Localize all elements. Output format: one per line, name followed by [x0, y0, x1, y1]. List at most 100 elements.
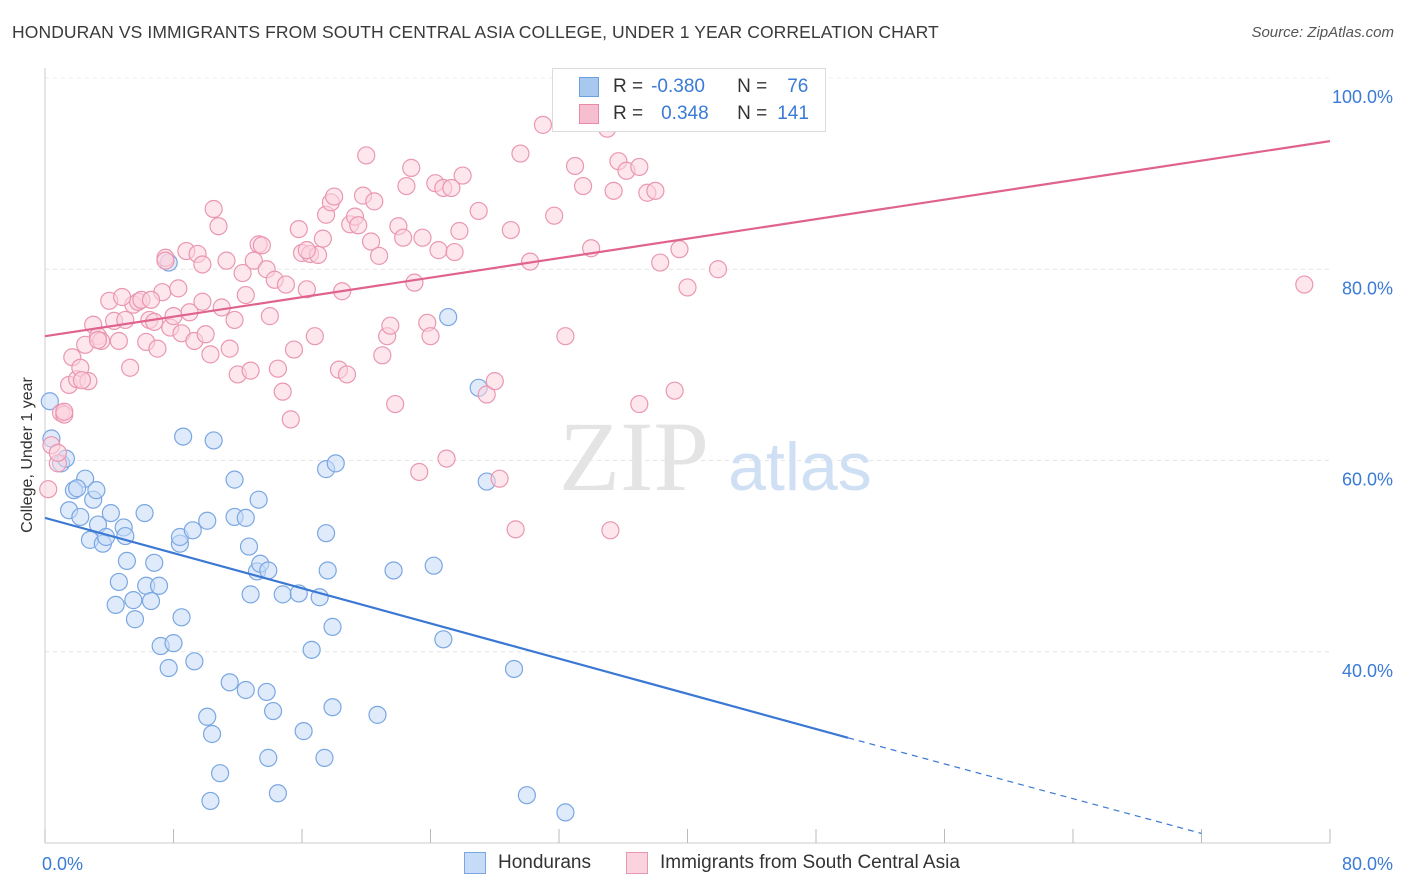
data-point — [434, 630, 453, 649]
legend-swatch-immigrants — [579, 104, 599, 124]
data-point — [365, 192, 384, 211]
data-point — [316, 524, 336, 543]
legend-swatch-hondurans — [579, 77, 599, 97]
legend-n-label: N = — [737, 76, 768, 97]
data-point — [504, 659, 524, 679]
data-point — [469, 201, 488, 221]
data-point — [604, 181, 623, 200]
data-point — [268, 359, 288, 378]
data-point — [252, 236, 271, 255]
legend-n-value: 76 — [787, 76, 809, 97]
legend-row-immigrants: R = 0.348 N = 141 — [579, 101, 809, 127]
trend-line-hondurans — [44, 516, 849, 739]
data-point — [40, 392, 59, 411]
data-point — [183, 521, 202, 540]
data-point — [394, 228, 413, 247]
legend-item-immigrants[interactable]: Immigrants from South Central Asia — [626, 852, 960, 874]
data-point — [445, 242, 464, 262]
data-point — [141, 290, 161, 309]
data-point — [305, 327, 324, 346]
data-point — [294, 722, 313, 741]
data-point — [241, 361, 260, 380]
legend-item-hondurans[interactable]: Hondurans — [464, 852, 591, 874]
data-point — [313, 229, 332, 248]
data-point — [410, 462, 429, 482]
data-point — [556, 327, 575, 346]
data-point — [204, 199, 223, 219]
data-point — [172, 608, 191, 627]
data-point — [202, 724, 222, 744]
data-point — [159, 658, 178, 678]
source-label: Source: ZipAtlas.com — [1251, 24, 1394, 41]
data-point — [233, 263, 252, 283]
data-point — [101, 503, 120, 523]
data-point — [450, 221, 469, 241]
data-point — [442, 178, 461, 198]
data-point — [517, 786, 536, 805]
watermark: ZIP atlas — [559, 401, 872, 512]
grid-lines — [45, 77, 1330, 653]
correlation-legend: R = -0.380 N = 76 R = 0.348 N = 141 — [552, 68, 826, 132]
data-point — [185, 652, 204, 671]
trend-line-extension — [847, 737, 1202, 835]
data-point — [273, 585, 292, 604]
data-point — [209, 217, 228, 236]
data-point — [121, 358, 140, 377]
y-tick-label: 100.0% — [1332, 87, 1393, 107]
legend-r-value: -0.380 — [651, 76, 705, 97]
data-point — [156, 251, 175, 270]
data-point — [244, 251, 263, 270]
data-point — [318, 561, 337, 580]
data-point — [315, 748, 334, 767]
data-point — [630, 394, 649, 414]
data-point — [263, 701, 283, 721]
legend-r-label: R = — [613, 76, 644, 97]
data-point — [198, 707, 217, 726]
data-point — [125, 610, 145, 629]
series-immigrants — [39, 113, 1314, 540]
data-point — [174, 427, 193, 446]
data-point — [325, 187, 344, 206]
trend-lines — [44, 140, 1331, 835]
data-point — [259, 748, 278, 767]
data-point — [55, 402, 74, 421]
data-point — [384, 561, 403, 580]
data-point — [204, 431, 223, 450]
data-point — [326, 454, 345, 473]
data-point — [381, 316, 400, 335]
data-points — [39, 113, 1314, 822]
legend-r-value: 0.348 — [661, 103, 709, 124]
data-point — [220, 339, 239, 358]
data-point — [323, 617, 342, 636]
chart-title: HONDURAN VS IMMIGRANTS FROM SOUTH CENTRA… — [12, 22, 939, 42]
y-tick-label: 60.0% — [1342, 470, 1393, 490]
y-tick-labels: 40.0% 60.0% 80.0% 100.0% — [1332, 87, 1393, 681]
data-point — [373, 346, 392, 365]
data-point — [276, 275, 296, 294]
data-point — [646, 181, 665, 200]
data-point — [337, 365, 357, 384]
data-point — [236, 285, 255, 305]
data-point — [148, 339, 167, 358]
data-point — [405, 273, 424, 292]
data-point — [651, 253, 670, 272]
data-point — [302, 640, 321, 659]
data-point — [386, 394, 405, 414]
data-point — [297, 241, 316, 260]
y-axis-label: College, Under 1 year — [19, 377, 36, 533]
data-point — [273, 382, 292, 401]
data-point — [297, 280, 316, 299]
data-point — [68, 479, 87, 498]
data-point — [198, 511, 217, 530]
data-point — [106, 595, 125, 614]
data-point — [241, 585, 260, 604]
data-point — [601, 521, 620, 540]
data-point — [437, 449, 456, 468]
data-point — [402, 158, 421, 177]
data-point — [260, 307, 279, 326]
data-point — [201, 345, 220, 364]
data-point — [511, 144, 530, 163]
data-point — [217, 251, 236, 270]
data-point — [545, 206, 564, 225]
data-point — [268, 784, 288, 803]
